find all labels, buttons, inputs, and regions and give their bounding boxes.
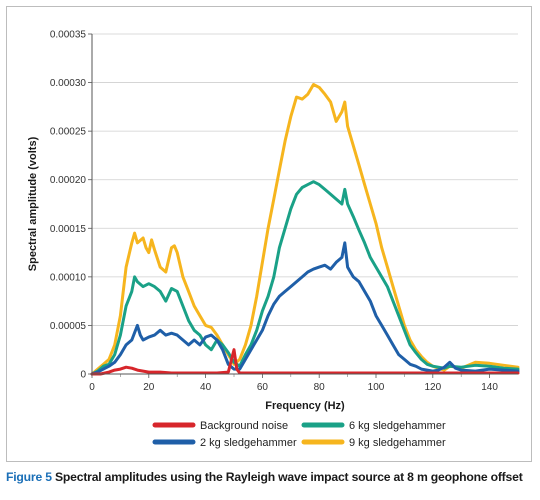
y-tick-label: 0.00025: [50, 127, 87, 138]
legend-label-6-kg-sledgehammer: 6 kg sledgehammer: [349, 420, 446, 432]
caption-text: Spectral amplitudes using the Rayleigh w…: [51, 470, 523, 484]
series-layer: [90, 83, 520, 376]
spectral-amplitude-chart: 0 0.00005 0.00010 0.00015 0.00020 0.00025 0.00…: [27, 30, 520, 449]
x-tick-label: 20: [143, 382, 155, 393]
series-line-6-kg-sledgehammer: [90, 180, 520, 376]
grid-layer: [92, 33, 518, 326]
x-tick-label: 0: [89, 382, 95, 393]
y-axis-label: Spectral amplitude (volts): [27, 136, 39, 271]
axis-layer: 0 0.00005 0.00010 0.00015 0.00020 0.00025 0.00…: [50, 30, 518, 393]
figure-caption: Figure 5 Spectral amplitudes using the R…: [6, 470, 534, 484]
x-tick-label: 80: [314, 382, 326, 393]
y-tick-label: 0.00035: [50, 30, 87, 41]
y-tick-label: 0.00005: [50, 321, 87, 332]
x-tick-label: 120: [424, 382, 441, 393]
legend-label-2-kg-sledgehammer: 2 kg sledgehammer: [200, 437, 297, 449]
legend: Background noise 6 kg sledgehammer 2 kg sl…: [152, 420, 446, 449]
legend-label-9-kg-sledgehammer: 9 kg sledgehammer: [349, 437, 446, 449]
x-tick-label: 140: [481, 382, 498, 393]
y-tick-label: 0.00015: [50, 224, 87, 235]
x-axis-label: Frequency (Hz): [265, 400, 345, 412]
figure-number: Figure 5: [6, 470, 52, 484]
series-line-2-kg-sledgehammer: [90, 241, 520, 376]
x-tick-label: 60: [257, 382, 269, 393]
y-tick-label: 0.00030: [50, 78, 87, 89]
series-line-9-kg-sledgehammer: [90, 83, 520, 376]
y-tick-label: 0.00010: [50, 272, 87, 283]
series-line-background-noise: [90, 348, 520, 376]
y-tick-label: 0.00020: [50, 175, 87, 186]
figure-frame: [6, 6, 532, 462]
legend-label-background-noise: Background noise: [200, 420, 288, 432]
y-tick-label: 0: [80, 370, 86, 381]
x-tick-label: 40: [200, 382, 212, 393]
x-tick-label: 100: [368, 382, 385, 393]
